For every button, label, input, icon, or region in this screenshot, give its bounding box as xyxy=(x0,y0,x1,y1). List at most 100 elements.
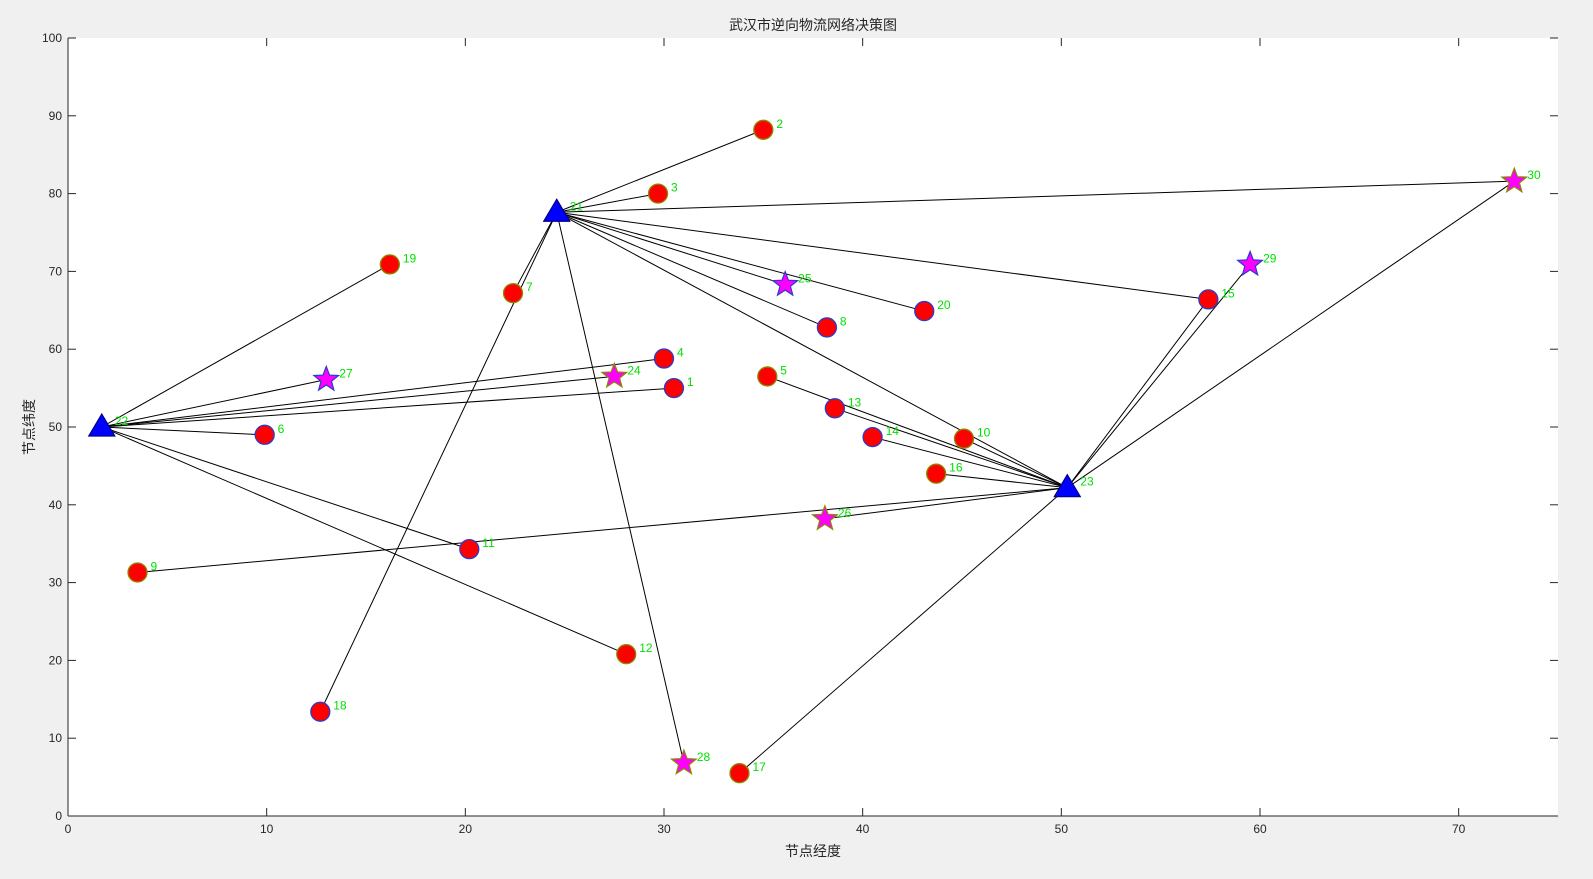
x-axis-title: 节点经度 xyxy=(785,844,841,860)
edge-21-28 xyxy=(556,212,685,764)
x-tick-label: 10 xyxy=(260,822,274,836)
y-tick-label: 10 xyxy=(49,731,63,745)
edge-22-24 xyxy=(101,375,615,428)
node-19-label: 19 xyxy=(403,251,417,265)
node-16-label: 16 xyxy=(949,461,963,475)
y-tick-label: 70 xyxy=(49,264,63,278)
node-18-label: 18 xyxy=(333,699,347,713)
y-tick-label: 100 xyxy=(42,31,62,45)
node-14-marker xyxy=(862,426,883,448)
node-26-marker xyxy=(810,504,839,531)
node-2-label: 2 xyxy=(776,117,783,131)
edge-22-6 xyxy=(101,426,265,436)
edge-22-12 xyxy=(101,426,627,655)
node-16-marker xyxy=(926,463,947,484)
edge-21-25 xyxy=(556,211,786,286)
edge-21-23 xyxy=(556,211,1068,489)
node-11-label: 11 xyxy=(482,536,495,550)
node-12-label: 12 xyxy=(639,641,653,655)
x-tick-label: 60 xyxy=(1253,822,1267,836)
node-13-label: 13 xyxy=(848,395,862,409)
node-17-label: 17 xyxy=(752,760,766,774)
network-edges xyxy=(101,129,1515,774)
node-28-marker xyxy=(669,748,698,775)
node-21-marker xyxy=(542,198,571,222)
node-30-label: 30 xyxy=(1527,168,1541,182)
y-tick-label: 80 xyxy=(49,187,63,201)
node-5-label: 5 xyxy=(780,363,787,377)
node-9-label: 9 xyxy=(151,559,158,573)
node-19-marker xyxy=(379,254,400,275)
node-4-label: 4 xyxy=(677,346,684,360)
node-1-label: 1 xyxy=(687,375,694,389)
node-10-marker xyxy=(953,428,975,449)
node-8-label: 8 xyxy=(840,314,847,328)
axes: 0 10 20 30 40 50 60 70 0 10 20 30 40 50 60 70 80 90 100 xyxy=(42,31,1558,836)
plot-area xyxy=(68,38,1558,816)
edge-23-13 xyxy=(834,407,1068,489)
edge-21-20 xyxy=(556,211,925,312)
edge-21-7 xyxy=(512,212,558,294)
node-9-marker xyxy=(127,562,148,583)
node-22-label: 22 xyxy=(115,414,129,428)
edge-22-4 xyxy=(101,358,665,428)
node-7-marker xyxy=(502,283,524,304)
x-tick-label: 50 xyxy=(1055,822,1069,836)
x-tick-label: 70 xyxy=(1452,822,1466,836)
node-24-label: 24 xyxy=(627,363,641,377)
node-3-marker xyxy=(647,183,669,204)
node-26-label: 26 xyxy=(838,506,852,520)
x-tick-label: 0 xyxy=(65,822,72,836)
node-20-marker xyxy=(914,300,935,322)
node-27-marker xyxy=(312,364,341,392)
node-7-label: 7 xyxy=(526,280,533,294)
x-tick-label: 20 xyxy=(459,822,473,836)
x-tick-label: 40 xyxy=(856,822,870,836)
edge-23-26 xyxy=(824,487,1068,520)
node-30-marker xyxy=(1500,166,1529,194)
edge-23-29 xyxy=(1066,264,1251,489)
edge-23-9 xyxy=(137,487,1068,573)
node-10-label: 10 xyxy=(977,426,991,440)
node-13-marker xyxy=(824,398,846,419)
node-8-marker xyxy=(816,317,838,338)
edge-23-14 xyxy=(872,436,1068,489)
edge-23-30 xyxy=(1067,180,1515,489)
node-labels: 1234567891011121314151617181920212223242… xyxy=(115,117,1541,774)
node-14-label: 14 xyxy=(886,424,900,438)
y-tick-label: 50 xyxy=(49,420,63,434)
edge-23-15 xyxy=(1066,299,1209,488)
y-tick-label: 20 xyxy=(49,653,63,667)
node-25-label: 25 xyxy=(798,272,812,286)
node-15-marker xyxy=(1198,289,1219,310)
node-20-label: 20 xyxy=(937,298,951,312)
y-axis-title: 节点纬度 xyxy=(22,399,38,455)
edge-23-5 xyxy=(767,375,1068,489)
node-12-marker xyxy=(616,644,637,665)
node-15-label: 15 xyxy=(1221,286,1235,300)
edge-22-11 xyxy=(101,426,470,550)
node-29-label: 29 xyxy=(1263,251,1277,265)
edge-21-30 xyxy=(556,180,1515,213)
y-tick-label: 40 xyxy=(49,498,63,512)
node-4-marker xyxy=(653,348,675,369)
edge-21-8 xyxy=(556,211,828,328)
node-27-label: 27 xyxy=(339,367,353,381)
edge-21-2 xyxy=(556,129,764,213)
y-tick-label: 30 xyxy=(49,576,63,590)
node-29-marker xyxy=(1236,249,1264,277)
node-1-marker xyxy=(663,377,685,399)
node-17-marker xyxy=(729,763,750,784)
node-5-marker xyxy=(757,366,778,387)
edge-22-27 xyxy=(101,379,327,428)
node-18-marker xyxy=(310,701,331,722)
node-25-marker xyxy=(771,269,800,297)
edge-21-3 xyxy=(556,193,659,213)
node-11-marker xyxy=(459,538,480,560)
network-nodes xyxy=(87,119,1529,784)
node-6-label: 6 xyxy=(278,422,285,436)
y-tick-label: 90 xyxy=(49,109,63,123)
node-6-marker xyxy=(254,424,275,445)
node-21-label: 21 xyxy=(570,199,584,213)
